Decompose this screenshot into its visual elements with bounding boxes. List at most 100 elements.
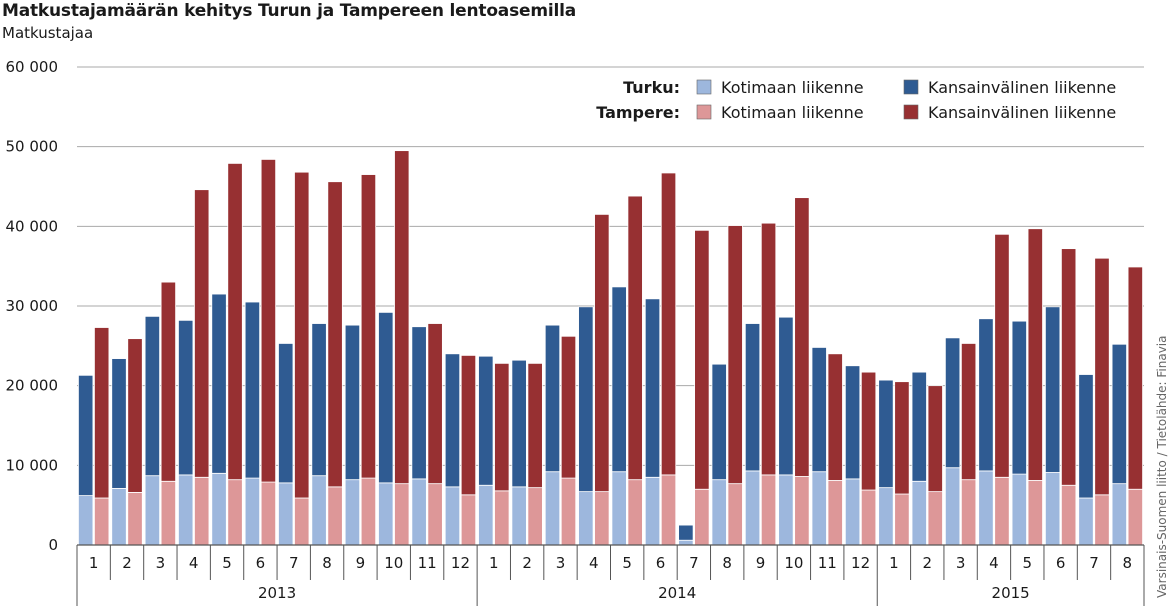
x-month-label: 10 (384, 554, 403, 572)
turku-international-bar (1111, 343, 1127, 485)
chart-title: Matkustajamäärän kehitys Turun ja Tamper… (2, 1, 576, 21)
turku-domestic-bar (778, 474, 794, 546)
x-month-label: 9 (356, 554, 366, 572)
turku-domestic-bar (278, 482, 294, 546)
turku-domestic-bar (478, 484, 494, 546)
tampere-international-bar (160, 281, 177, 482)
x-month-label: 4 (589, 554, 599, 572)
tampere-domestic-bar (760, 474, 777, 546)
turku-domestic-bar (744, 470, 761, 546)
turku-international-bar (411, 326, 427, 480)
tampere-domestic-bar (394, 483, 410, 546)
x-axis: 1 2 3 4 5 6 7 8 9 10 11 12 1 2 3 4 5 6 7 8 9 10 11 12 1 2 3 4 5 6 7 820… (76, 544, 1145, 606)
turku-international-bar (844, 365, 861, 480)
x-month-label: 4 (989, 554, 999, 572)
tampere-international-bar (360, 174, 377, 479)
x-month-label: 8 (322, 554, 332, 572)
turku-domestic-bar (311, 475, 327, 546)
legend-swatch-domestic (696, 79, 712, 95)
tampere-international-bar (1094, 257, 1110, 496)
turku-international-bar (578, 306, 594, 493)
tampere-domestic-bar (827, 480, 843, 546)
tampere-domestic-bar (1127, 488, 1143, 546)
x-year-label: 2015 (992, 584, 1030, 602)
tampere-domestic-bar (1027, 480, 1043, 546)
legend-swatch-domestic (696, 104, 712, 120)
legend-label-domestic: Kotimaan liikenne (721, 78, 864, 97)
tampere-domestic-bar (860, 489, 877, 546)
tampere-domestic-bar (260, 481, 277, 546)
tampere-domestic-bar (694, 488, 710, 546)
tampere-international-bar (94, 327, 110, 499)
tampere-international-bar (227, 162, 243, 481)
tampere-domestic-bar (1060, 484, 1077, 546)
x-month-label: 1 (889, 554, 899, 572)
turku-international-bar (678, 524, 694, 541)
turku-domestic-bar (944, 467, 961, 546)
legend-group-label: Tampere: (596, 103, 680, 122)
turku-international-bar (778, 316, 794, 476)
tampere-domestic-bar (627, 479, 643, 546)
tampere-domestic-bar (127, 492, 143, 546)
turku-international-bar (1044, 306, 1061, 473)
x-month-label: 12 (451, 554, 470, 572)
tampere-international-bar (627, 195, 643, 481)
turku-international-bar (344, 324, 361, 481)
turku-domestic-bar (1111, 483, 1127, 546)
tampere-international-bar (760, 222, 777, 476)
turku-international-bar (444, 353, 461, 488)
turku-domestic-bar (211, 472, 227, 546)
legend-label-domestic: Kotimaan liikenne (721, 103, 864, 122)
x-year-label: 2014 (658, 584, 696, 602)
bars (78, 150, 1143, 546)
x-month-label: 10 (784, 554, 803, 572)
tampere-international-bar (460, 354, 477, 496)
tampere-domestic-bar (460, 494, 477, 546)
x-month-label: 2 (522, 554, 532, 572)
tampere-international-bar (827, 353, 843, 481)
legend-label-international: Kansainvälinen liikenne (928, 103, 1116, 122)
turku-domestic-bar (911, 480, 927, 546)
tampere-domestic-bar (327, 486, 343, 546)
tampere-international-bar (1027, 228, 1043, 481)
turku-domestic-bar (411, 478, 427, 546)
turku-international-bar (311, 323, 327, 477)
x-month-label: 6 (656, 554, 666, 572)
turku-domestic-bar (144, 475, 161, 546)
turku-domestic-bar (111, 488, 127, 546)
x-month-label: 3 (556, 554, 566, 572)
x-month-label: 6 (256, 554, 266, 572)
tampere-international-bar (927, 385, 943, 493)
tampere-international-bar (1060, 248, 1077, 486)
turku-international-bar (378, 311, 394, 484)
x-month-label: 1 (89, 554, 99, 572)
x-month-label: 7 (289, 554, 299, 572)
tampere-international-bar (527, 362, 543, 489)
turku-domestic-bar (811, 471, 827, 546)
x-month-label: 5 (622, 554, 632, 572)
y-axis: 0 10 000 20 000 30 000 40 000 50 000 60 000 (6, 58, 59, 554)
tampere-domestic-bar (227, 479, 243, 546)
y-tick-label: 40 000 (6, 217, 59, 235)
turku-domestic-bar (978, 470, 994, 546)
legend-swatch-international (903, 104, 919, 120)
x-month-label: 11 (418, 554, 437, 572)
x-month-label: 9 (756, 554, 766, 572)
chart-subtitle: Matkustajaa (2, 24, 94, 42)
turku-international-bar (1078, 374, 1094, 499)
x-month-label: 4 (189, 554, 199, 572)
tampere-international-bar (327, 181, 343, 488)
x-month-label: 11 (818, 554, 837, 572)
turku-domestic-bar (678, 539, 694, 546)
turku-international-bar (911, 371, 927, 482)
tampere-international-bar (727, 225, 743, 485)
turku-international-bar (178, 319, 194, 476)
turku-domestic-bar (444, 486, 461, 546)
turku-domestic-bar (511, 486, 527, 546)
tampere-international-bar (194, 189, 210, 478)
tampere-domestic-bar (660, 474, 677, 546)
x-month-label: 8 (1123, 554, 1133, 572)
turku-international-bar (244, 301, 261, 479)
tampere-domestic-bar (560, 477, 577, 546)
turku-international-bar (1011, 320, 1027, 475)
